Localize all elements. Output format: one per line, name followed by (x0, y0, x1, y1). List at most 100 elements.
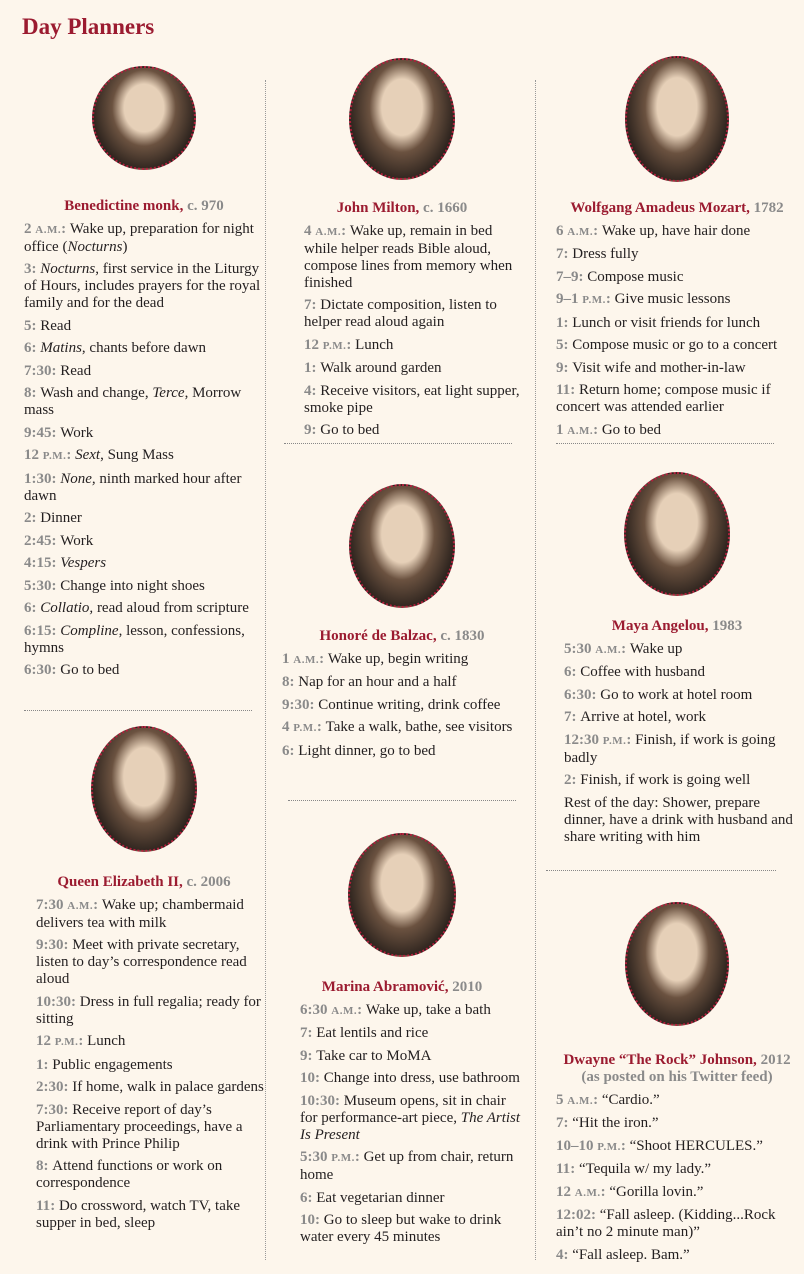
schedule-entry: 12 P.M.: Sext, Sung Mass (24, 447, 264, 465)
time-value: 7 (556, 246, 564, 262)
meridiem: A.M. (315, 225, 342, 238)
name-text: Honoré de Balzac, (319, 628, 437, 644)
time-value: 5 (556, 1091, 564, 1108)
meridiem: A.M. (595, 643, 622, 656)
schedule-entry: 11: Do crossword, watch TV, take supper … (36, 1198, 264, 1232)
entry-time: 2: (24, 510, 41, 526)
time-value: 2:30 (36, 1079, 64, 1095)
schedule-entry: 1: Walk around garden (304, 360, 522, 377)
entry-text: “Fall asleep. Bam.” (572, 1246, 690, 1263)
entry-text: Receive report of day’s Parliamentary pr… (36, 1101, 243, 1152)
planner-card: Maya Angelou, 1983 5:30 A.M.: Wake up 6: C… (556, 472, 798, 846)
entry-time: 10: (300, 1070, 324, 1086)
entry-text: Walk around garden (320, 360, 442, 376)
schedule-entry: 9:45: Work (24, 425, 264, 442)
entry-time: 7:30: (24, 362, 61, 379)
schedule-entry: 2 A.M.: Wake up, preparation for night o… (24, 221, 264, 256)
schedule-entry: 6:30: Go to bed (24, 662, 264, 679)
entry-text: Dictate composition, listen to helper re… (304, 297, 497, 330)
entry-text: “Gorilla lovin.” (609, 1183, 704, 1200)
entry-text: Wake up, begin writing (327, 650, 469, 667)
portrait-photo (624, 472, 730, 596)
meridiem: A.M. (574, 1186, 601, 1199)
entry-time: 12:30 P.M.: (564, 731, 636, 748)
schedule-entry: 1: Lunch or visit friends for lunch (556, 315, 798, 332)
entry-time: 1:30: (24, 470, 61, 487)
time-value: 1 (36, 1056, 44, 1073)
entry-time: 7: (556, 246, 573, 262)
entry-time: 9: (300, 1047, 317, 1064)
entry-text: Light dinner, go to bed (298, 742, 436, 759)
portrait-photo (91, 726, 197, 852)
entry-text: Read (60, 362, 92, 379)
schedule-entry: 5:30 P.M.: Get up from chair, return hom… (300, 1149, 522, 1184)
schedule-entry: 7: Dress fully (556, 246, 798, 263)
entry-text: Nap for an hour and a half (298, 674, 457, 690)
time-value: 1:30 (24, 470, 52, 487)
schedule-entry: 12:30 P.M.: Finish, if work is going bad… (564, 732, 798, 767)
entry-time: 10–10 P.M.: (556, 1137, 630, 1154)
meridiem: P.M. (582, 294, 606, 306)
time-value: 6:30 (24, 662, 52, 678)
entry-text: Lunch (355, 336, 394, 353)
time-value: 2:45 (24, 532, 52, 549)
entry-time: 9: (556, 359, 573, 376)
entry-time: 6:30: (24, 662, 61, 678)
schedule-entry: 4 P.M.: Take a walk, bathe, see visitors (282, 719, 522, 737)
time-value: 7:30 (36, 896, 64, 913)
time-value: 8 (282, 674, 290, 690)
year: 2010 (452, 979, 483, 995)
entry-time: 4 P.M.: (282, 719, 326, 735)
schedule-entry: 6:15: Compline, lesson, confessions, hym… (24, 623, 264, 657)
entry-text: Wake up (629, 640, 683, 657)
schedule-entry: 12 A.M.: “Gorilla lovin.” (556, 1184, 798, 1202)
planner-card: Benedictine monk, c. 970 2 A.M.: Wake up,… (24, 66, 264, 679)
time-value: 6 (24, 340, 32, 356)
schedule-entry: 5:30: Change into night shoes (24, 578, 264, 595)
entry-text: Lunch (87, 1033, 126, 1049)
time-value: 6:15 (24, 622, 52, 639)
entry-text: The Artist Is Present (300, 1109, 521, 1143)
entry-time: 8: (282, 674, 299, 690)
schedule-entry: 6 A.M.: Wake up, have hair done (556, 223, 798, 241)
column-divider (535, 80, 536, 1260)
year: c. 2006 (186, 874, 231, 890)
entry-text: Visit wife and mother-in-law (572, 359, 746, 376)
entry-text: , chants before dawn (81, 340, 207, 356)
schedule-entry: 2: Dinner (24, 510, 264, 527)
entry-text: Museum opens, sit in chair for performan… (300, 1092, 506, 1126)
schedule-entry: 9: Take car to MoMA (300, 1048, 522, 1065)
schedule-entry: 6: Light dinner, go to bed (282, 743, 522, 760)
time-value: 1 (556, 314, 564, 331)
entry-time: 10:30: (36, 993, 80, 1010)
schedule-entry: 4:15: Vespers (24, 555, 264, 572)
entry-text: Compose music or go to a concert (572, 337, 778, 353)
meridiem: A.M. (567, 225, 594, 238)
schedule-entry: 12:02: “Fall asleep. (Kidding...Rock ain… (556, 1207, 798, 1241)
time-value: 9 (304, 422, 312, 438)
entry-time: 5: (556, 337, 573, 353)
entry-text: Continue writing, drink coffee (318, 696, 501, 713)
time-value: 8 (36, 1158, 44, 1174)
schedule-entry: 6: Eat vegetarian dinner (300, 1190, 522, 1207)
entry-text: Eat vegetarian dinner (316, 1189, 445, 1206)
schedule-entry: 5 A.M.: “Cardio.” (556, 1092, 798, 1110)
entry-text: “Hit the iron.” (572, 1115, 659, 1131)
entry-time: 6:30 A.M.: (300, 1001, 366, 1018)
time-value: 12:30 (564, 731, 599, 748)
time-value: 6 (564, 664, 572, 680)
time-value: 4 (282, 719, 290, 735)
schedule-entry: 5: Compose music or go to a concert (556, 337, 798, 354)
entry-time: 6:15: (24, 622, 61, 639)
entry-time: 7: (300, 1025, 317, 1041)
schedule-entry: 5:30 A.M.: Wake up (564, 641, 798, 659)
portrait-photo (349, 58, 455, 180)
entry-text: Terce (152, 385, 185, 401)
time-value: 5:30 (24, 577, 52, 594)
schedule-entry: 6:30 A.M.: Wake up, take a bath (300, 1002, 522, 1020)
entry-text: Nocturns (40, 261, 96, 277)
entry-text: Give music lessons (614, 291, 731, 307)
name-text: Wolfgang Amadeus Mozart, (570, 200, 750, 216)
schedule-entry: 11: Return home; compose music if concer… (556, 382, 798, 416)
entry-text: Meet with private secretary, listen to d… (36, 937, 247, 987)
